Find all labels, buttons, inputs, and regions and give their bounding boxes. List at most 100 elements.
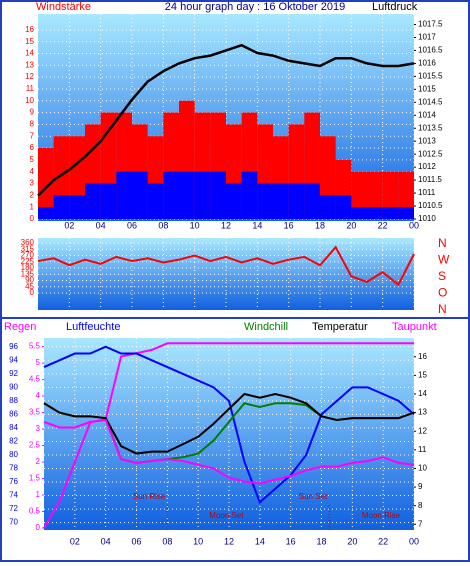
y-tick-label: 10: [25, 96, 34, 105]
bar: [194, 171, 211, 219]
y2-tick-label: 1015.5: [418, 71, 443, 80]
y2-tick-label: 1013: [418, 136, 436, 145]
y-tick-label: 11: [26, 84, 35, 93]
y-tick-label: 0: [30, 288, 35, 297]
x-tick-label: 04: [96, 220, 106, 230]
x-tick-label: 14: [255, 536, 265, 546]
annotation: Moon Rise: [362, 511, 401, 520]
y2-tick-label: 1016: [418, 58, 436, 67]
bar: [398, 207, 414, 219]
y-tick-label: 0: [30, 214, 35, 223]
bar: [38, 148, 54, 219]
x-tick-label: 06: [131, 536, 141, 546]
y-tick-label: 45: [25, 282, 34, 291]
x-tick-label: 16: [286, 536, 296, 546]
bar: [210, 171, 226, 219]
y-tick-label: 2: [30, 190, 35, 199]
y-tick-label: 12: [25, 72, 34, 81]
y2-tick-label: 1012.5: [418, 149, 443, 158]
legend-label: Windchill: [244, 321, 288, 333]
compass-label: S: [438, 269, 446, 283]
y-tick-label: 180: [21, 263, 35, 272]
line: [43, 392, 415, 455]
y2-tick-label: 13: [418, 408, 427, 417]
x-tick-label: 10: [193, 536, 203, 546]
line: [37, 245, 415, 287]
bar: [179, 171, 195, 219]
y-tick-label: 90: [9, 382, 18, 391]
y3-tick-label: 5: [36, 358, 41, 367]
legend-label: Temperatur: [312, 321, 368, 333]
y3-tick-label: 0.5: [29, 507, 41, 516]
y3-tick-label: 0: [36, 523, 41, 532]
x-tick-label: 04: [101, 536, 111, 546]
bar: [85, 183, 101, 219]
y-tick-label: 8: [30, 120, 35, 129]
y-tick-label: 270: [21, 251, 35, 260]
y-tick-label: 360: [21, 238, 35, 247]
x-tick-label: 14: [252, 220, 262, 230]
bar: [273, 183, 289, 219]
compass-label: O: [438, 286, 447, 300]
bar: [367, 207, 383, 219]
y-tick-label: 4: [30, 167, 35, 176]
y2-tick-label: 1011.5: [418, 175, 442, 184]
bar: [53, 195, 70, 219]
x-tick-label: 20: [346, 220, 356, 230]
legend-label: Regen: [4, 321, 36, 333]
bar: [116, 171, 132, 219]
y2-tick-label: 9: [418, 482, 423, 491]
y-tick-label: 6: [30, 143, 35, 152]
y3-tick-label: 4.5: [29, 375, 41, 384]
annotation: Sun Rise: [133, 492, 166, 501]
legend-label: Taupunkt: [392, 321, 437, 333]
bar: [69, 195, 85, 219]
y-tick-label: 74: [9, 491, 18, 500]
x-tick-label: 02: [70, 536, 80, 546]
bar: [147, 183, 164, 219]
x-tick-label: 08: [158, 220, 168, 230]
y3-tick-label: 1.5: [29, 474, 41, 483]
x-tick-label: 22: [378, 536, 388, 546]
y3-tick-label: 3: [36, 424, 41, 433]
y3-tick-label: 5.5: [29, 342, 41, 351]
y-tick-label: 96: [9, 342, 18, 351]
x-tick-label: 00: [409, 220, 419, 230]
y-tick-label: 14: [25, 49, 34, 58]
y-tick-label: 225: [21, 257, 35, 266]
x-tick-label: 22: [378, 220, 388, 230]
bar: [226, 183, 242, 219]
y-tick-label: 82: [9, 437, 18, 446]
compass-label: W: [438, 253, 450, 267]
y3-tick-label: 2.5: [29, 441, 41, 450]
x-tick-label: 12: [221, 220, 231, 230]
y2-axis-label: Luftdruck: [372, 1, 418, 13]
y2-tick-label: 1016.5: [418, 46, 443, 55]
x-tick-label: 00: [409, 536, 419, 546]
y-tick-label: 135: [21, 269, 35, 278]
compass-label: N: [438, 236, 447, 250]
y-tick-label: 15: [25, 37, 34, 46]
y2-tick-label: 1017.5: [418, 20, 443, 29]
line: [43, 345, 415, 505]
x-tick-label: 10: [190, 220, 200, 230]
y-tick-label: 1: [30, 202, 35, 211]
y2-tick-label: 15: [418, 370, 427, 379]
y-tick-label: 315: [21, 244, 35, 253]
bar: [163, 171, 179, 219]
bar: [351, 207, 367, 219]
y2-tick-label: 7: [418, 519, 423, 528]
y2-tick-label: 8: [418, 501, 423, 510]
y3-tick-label: 4: [36, 391, 41, 400]
y2-tick-label: 1013.5: [418, 123, 443, 132]
y2-tick-label: 11: [418, 445, 427, 454]
annotation: Moon Set: [209, 511, 244, 520]
y2-tick-label: 1017: [418, 33, 436, 42]
y2-tick-label: 1010: [418, 214, 436, 223]
line: [43, 418, 415, 485]
compass-label: N: [438, 302, 447, 316]
x-tick-label: 08: [162, 536, 172, 546]
y-axis-label: Windstärke: [36, 1, 91, 13]
x-tick-label: 12: [224, 536, 234, 546]
